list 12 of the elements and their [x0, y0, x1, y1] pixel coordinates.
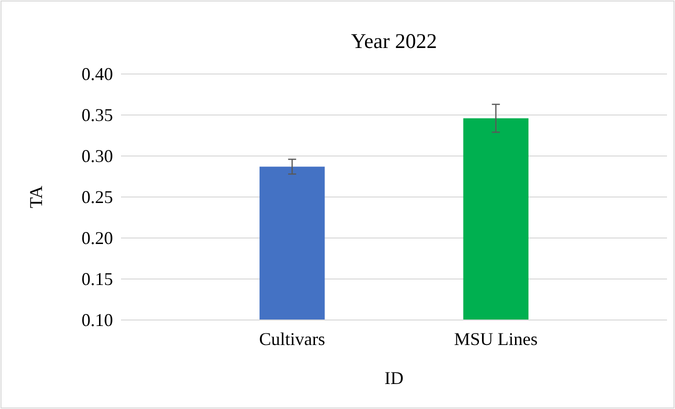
x-axis-title: ID — [384, 368, 404, 388]
y-tick-label: 0.15 — [82, 268, 113, 289]
y-tick-label: 0.20 — [82, 228, 113, 248]
y-tick-label: 0.25 — [82, 186, 113, 207]
chart-title: Year 2022 — [351, 29, 437, 53]
y-tick-label: 0.40 — [82, 64, 113, 84]
x-tick-label: Cultivars — [259, 328, 326, 349]
x-tick-label: MSU Lines — [454, 328, 538, 349]
y-tick-label: 0.35 — [82, 104, 113, 125]
y-tick-label: 0.30 — [82, 146, 113, 166]
y-tick-label: 0.10 — [82, 310, 113, 330]
y-axis-title: TA — [26, 186, 46, 208]
